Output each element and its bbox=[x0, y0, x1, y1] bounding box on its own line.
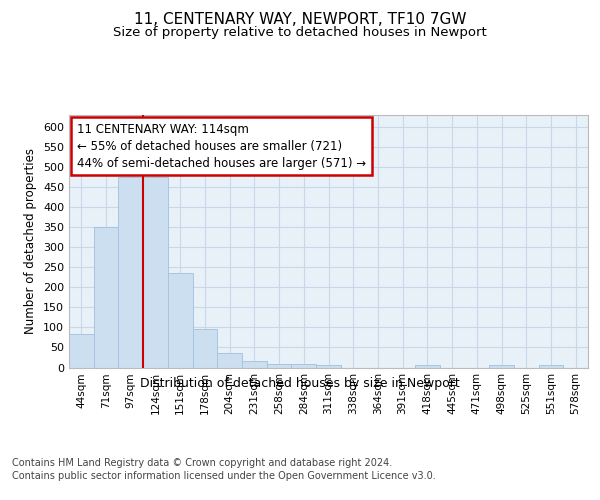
Text: Distribution of detached houses by size in Newport: Distribution of detached houses by size … bbox=[140, 378, 460, 390]
Text: 11, CENTENARY WAY, NEWPORT, TF10 7GW: 11, CENTENARY WAY, NEWPORT, TF10 7GW bbox=[134, 12, 466, 28]
Bar bbox=[168, 274, 193, 368]
Bar bbox=[539, 366, 563, 368]
Bar bbox=[415, 366, 440, 368]
Text: Size of property relative to detached houses in Newport: Size of property relative to detached ho… bbox=[113, 26, 487, 39]
Bar bbox=[292, 364, 316, 368]
Text: 11 CENTENARY WAY: 114sqm
← 55% of detached houses are smaller (721)
44% of semi-: 11 CENTENARY WAY: 114sqm ← 55% of detach… bbox=[77, 122, 366, 170]
Bar bbox=[489, 366, 514, 368]
Bar bbox=[94, 227, 118, 368]
Bar bbox=[217, 354, 242, 368]
Bar bbox=[316, 366, 341, 368]
Bar bbox=[242, 360, 267, 368]
Bar bbox=[69, 334, 94, 368]
Bar bbox=[193, 330, 217, 368]
Y-axis label: Number of detached properties: Number of detached properties bbox=[25, 148, 37, 334]
Text: Contains HM Land Registry data © Crown copyright and database right 2024.
Contai: Contains HM Land Registry data © Crown c… bbox=[12, 458, 436, 480]
Bar bbox=[143, 177, 168, 368]
Bar bbox=[118, 177, 143, 368]
Bar bbox=[267, 364, 292, 368]
